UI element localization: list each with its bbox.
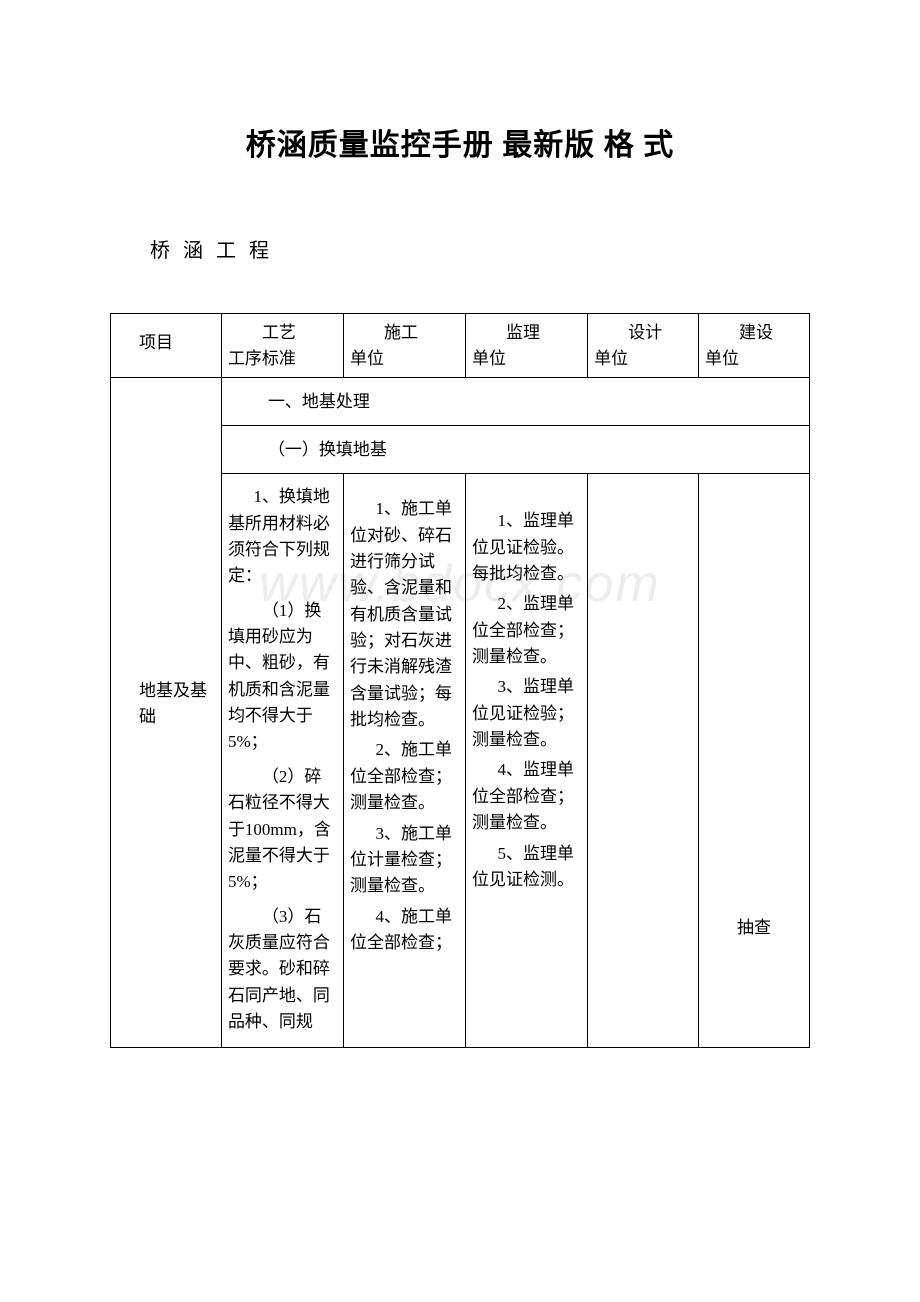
page-subtitle: 桥 涵 工 程 xyxy=(150,234,810,263)
section-heading: 一、地基处理 xyxy=(268,392,370,411)
header-label: 工艺 xyxy=(228,320,337,346)
header-col-1: 项目 xyxy=(111,314,222,378)
col-construction-unit: 1、施工单位对砂、碎石进行筛分试验、含泥量和有机质含量试验；对石灰进行未消解残渣… xyxy=(343,474,465,1048)
header-col-6: 建设 单位 xyxy=(699,314,810,378)
header-label: 施工 xyxy=(350,320,459,346)
header-label: 单位 xyxy=(472,346,581,372)
content-text: 1、监理单位见证检验。每批均检查。 xyxy=(472,508,581,587)
page-title: 桥涵质量监控手册 最新版 格 式 xyxy=(110,120,810,164)
content-text: 1、换填地基所用材料必须符合下列规定： xyxy=(228,484,337,589)
header-label: 项目 xyxy=(139,333,173,352)
header-label: 工序标准 xyxy=(228,346,337,372)
content-text: 3、施工单位计量检查；测量检查。 xyxy=(350,821,459,900)
table-header-row: 项目 工艺 工序标准 施工 单位 监理 单位 设计 单位 建设 单位 xyxy=(111,314,810,378)
header-label: 单位 xyxy=(350,346,459,372)
main-table: 项目 工艺 工序标准 施工 单位 监理 单位 设计 单位 建设 单位 地基及基础… xyxy=(110,313,810,1048)
header-label: 设计 xyxy=(594,320,692,346)
content-text: 5、监理单位见证检测。 xyxy=(472,841,581,894)
content-text: 1、施工单位对砂、碎石进行筛分试验、含泥量和有机质含量试验；对石灰进行未消解残渣… xyxy=(350,496,459,733)
table-row: 地基及基础 一、地基处理 xyxy=(111,378,810,426)
content-text: 3、监理单位见证检验；测量检查。 xyxy=(472,674,581,753)
section-subheading: （一）换填地基 xyxy=(268,440,387,459)
row-label: 地基及基础 xyxy=(139,681,207,726)
content-text: 2、施工单位全部检查；测量检查。 xyxy=(350,737,459,816)
content-text: 4、监理单位全部检查；测量检查。 xyxy=(472,757,581,836)
content-text: 4、施工单位全部检查； xyxy=(350,904,459,957)
header-label: 建设 xyxy=(705,320,803,346)
row-label-cell: 地基及基础 xyxy=(111,378,222,1048)
col-supervision-unit: 1、监理单位见证检验。每批均检查。 2、监理单位全部检查；测量检查。 3、监理单… xyxy=(466,474,588,1048)
header-col-2: 工艺 工序标准 xyxy=(221,314,343,378)
header-col-3: 施工 单位 xyxy=(343,314,465,378)
header-label: 单位 xyxy=(705,346,803,372)
col-construction-owner: 抽查 xyxy=(699,474,810,1048)
content-text: 2、监理单位全部检查；测量检查。 xyxy=(472,591,581,670)
col-process-standard: 1、换填地基所用材料必须符合下列规定： （1）换填用砂应为中、粗砂，有机质和含泥… xyxy=(221,474,343,1048)
header-label: 监理 xyxy=(472,320,581,346)
content-text: （2）碎石粒径不得大于100mm，含泥量不得大于 5%； xyxy=(228,764,337,896)
content-text: （3）石灰质量应符合要求。砂和碎石同产地、同品种、同规 xyxy=(228,904,337,1036)
header-col-5: 设计 单位 xyxy=(588,314,699,378)
section-1-cell: 一、地基处理 xyxy=(221,378,809,426)
col-design-unit xyxy=(588,474,699,1048)
header-col-4: 监理 单位 xyxy=(466,314,588,378)
section-1-1-cell: （一）换填地基 xyxy=(221,426,809,474)
header-label: 单位 xyxy=(594,346,692,372)
content-text: 抽查 xyxy=(737,918,771,937)
content-text: （1）换填用砂应为中、粗砂，有机质和含泥量均不得大于 5%； xyxy=(228,598,337,756)
